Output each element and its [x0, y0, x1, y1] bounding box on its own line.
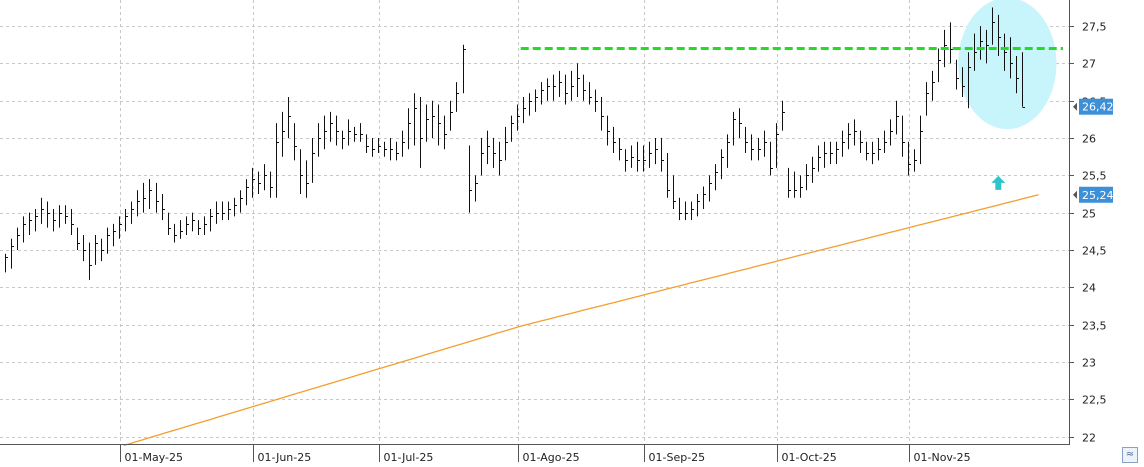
last-price-tag: 26,42 [1082, 101, 1114, 114]
y-tick-label: 22 [1082, 432, 1096, 445]
y-tick-label: 27,5 [1082, 21, 1107, 34]
y-tick-label: 27 [1082, 58, 1096, 71]
x-tick-label: 01-Oct-25 [782, 451, 837, 464]
last-price-tag-pointer [1073, 102, 1077, 111]
y-tick-label: 23 [1082, 357, 1096, 370]
x-tick-label: 01-Jun-25 [258, 451, 312, 464]
ma-price-tag: 25,24 [1082, 189, 1114, 202]
y-tick-label: 25,5 [1082, 170, 1107, 183]
horizontal-gridlines [0, 26, 1069, 438]
price-tags: 26,42 25,24 [1073, 98, 1114, 203]
y-tick-label: 24,5 [1082, 245, 1107, 258]
x-tick-label: 01-May-25 [125, 451, 183, 464]
y-tick-label: 22,5 [1082, 394, 1107, 407]
arrow-layer [991, 175, 1006, 190]
moving-average-layer [123, 194, 1039, 447]
x-tick-label: 01-Ago-25 [523, 451, 580, 464]
highlight-layer [958, 0, 1057, 130]
y-tick-label: 26 [1082, 133, 1096, 146]
highlight-ellipse [958, 0, 1057, 130]
x-tick-label: 01-Nov-25 [914, 451, 971, 464]
ma-price-tag-box [1079, 186, 1113, 203]
x-tick-label: 01-Sep-25 [649, 451, 706, 464]
x-axis-ticks: 01-May-25 01-Jun-25 01-Jul-25 01-Ago-25 01-S… [120, 444, 971, 464]
y-tick-label: 25 [1082, 208, 1096, 221]
last-price-tag-box [1079, 98, 1113, 115]
vertical-gridlines [120, 0, 910, 444]
ma-price-tag-pointer [1073, 190, 1077, 199]
x-tick-label: 01-Jul-25 [384, 451, 434, 464]
ohlc-bars [5, 7, 1025, 280]
y-tick-label: 23,5 [1082, 320, 1107, 333]
y-tick-label: 24 [1082, 282, 1096, 295]
up-arrow-icon [991, 175, 1006, 190]
wave-icon[interactable]: ≈ [1122, 447, 1138, 463]
moving-average-line [123, 194, 1039, 447]
